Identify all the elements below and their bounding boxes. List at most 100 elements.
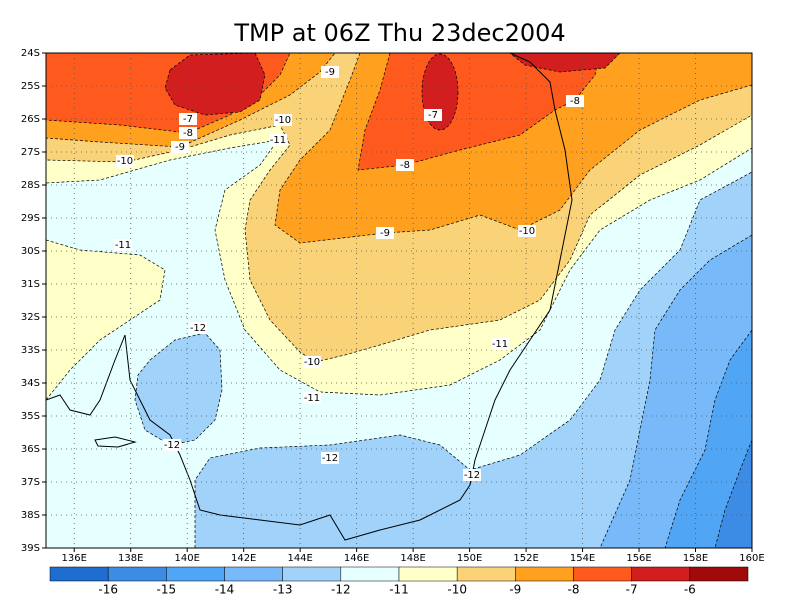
fill-region [714, 439, 752, 548]
contour-label-bg [424, 109, 442, 121]
colorbar-swatch [631, 566, 691, 582]
contour-label: -9 [175, 142, 185, 153]
title: TMP at 06Z Thu 23dec2004 [233, 19, 565, 47]
contour-label-bg [171, 141, 189, 153]
contour-label-bg [321, 452, 339, 464]
y-tick-label: 24S [21, 48, 40, 59]
plot-frame [45, 52, 753, 549]
colorbar-label: -12 [331, 583, 351, 597]
contour-label: -9 [380, 228, 390, 239]
colorbar-swatch [224, 566, 283, 582]
fill-region [164, 53, 266, 116]
colorbar-label: -11 [389, 583, 409, 597]
colorbar-swatch [166, 566, 225, 582]
contour-label: -11 [115, 240, 131, 251]
contour-label: -12 [464, 470, 480, 481]
fill-region [664, 329, 752, 548]
colorbar-label: -14 [215, 583, 235, 597]
contour-label-bg [189, 322, 207, 334]
contour-label: -8 [570, 96, 580, 107]
contour-label-bg [274, 114, 292, 126]
y-tick-label: 31S [21, 279, 40, 290]
y-tick-label: 26S [21, 114, 40, 125]
y-tick-label: 32S [21, 312, 40, 323]
colorbar-label: -13 [273, 583, 293, 597]
colorbar-swatch [515, 566, 574, 582]
fill-region [357, 53, 601, 171]
contour-label-bg [491, 338, 509, 350]
colorbar-swatch [340, 566, 400, 582]
y-tick-label: 39S [21, 543, 40, 554]
colorbar-label: -16 [98, 583, 118, 597]
x-tick-label: 140E [174, 553, 199, 564]
colorbar-label: -10 [447, 583, 467, 597]
colorbar-swatch [456, 566, 516, 582]
contour-label: -11 [270, 135, 286, 146]
contour-label-bg [116, 155, 134, 167]
contour-label-bg [179, 127, 197, 139]
y-tick-label: 36S [21, 444, 40, 455]
contour-label: -8 [183, 128, 193, 139]
y-tick-label: 35S [21, 411, 40, 422]
contour-fills [46, 53, 752, 548]
colorbar-label: -9 [509, 583, 521, 597]
contour-label: -10 [519, 226, 535, 237]
x-tick-label: 156E [626, 553, 651, 564]
y-tick-label: 29S [21, 213, 40, 224]
contour-label: -11 [304, 393, 320, 404]
x-tick-label: 142E [231, 553, 256, 564]
colorbar-label: -7 [626, 583, 638, 597]
contour-label: -7 [183, 114, 193, 125]
colorbar-label: -15 [157, 583, 177, 597]
colorbar-label: -8 [568, 583, 580, 597]
y-tick-label: 33S [21, 345, 40, 356]
contour-label-bg [321, 66, 339, 78]
x-tick-label: 138E [118, 553, 143, 564]
contour-label: -11 [492, 339, 508, 350]
contour-label: -8 [400, 160, 410, 171]
colorbar-swatch [573, 566, 632, 582]
contour-label-bg [518, 225, 536, 237]
y-tick-label: 30S [21, 246, 40, 257]
y-tick-label: 25S [21, 81, 40, 92]
contour-label: -10 [117, 156, 133, 167]
x-tick-label: 146E [344, 553, 369, 564]
y-tick-label: 34S [21, 378, 40, 389]
x-tick-label: 148E [400, 553, 425, 564]
contour-label-bg [269, 134, 287, 146]
colorbar-swatch [398, 566, 458, 582]
contour-label-bg [396, 159, 414, 171]
contour-label-bg [303, 392, 321, 404]
y-tick-label: 28S [21, 180, 40, 191]
contour-label: -12 [190, 323, 206, 334]
coastline [46, 53, 573, 541]
contour-label: -12 [164, 440, 180, 451]
colorbar-swatch [107, 566, 167, 582]
fill-region [134, 332, 223, 446]
x-tick-label: 152E [513, 553, 538, 564]
contour-label-bg [163, 439, 181, 451]
colorbar-label: -6 [684, 583, 696, 597]
contour-label-bg [114, 239, 132, 251]
contour-label: -7 [428, 110, 438, 121]
x-tick-label: 150E [457, 553, 482, 564]
y-tick-label: 37S [21, 477, 40, 488]
y-tick-label: 38S [21, 510, 40, 521]
contour-label-bg [303, 356, 321, 368]
contour-label-bg [566, 95, 584, 107]
x-tick-label: 136E [62, 553, 87, 564]
contour-label: -9 [325, 67, 335, 78]
y-tick-label: 27S [21, 147, 40, 158]
contour-label-bg [376, 227, 394, 239]
colorbar-swatch [49, 566, 109, 582]
contour-label-bg [179, 113, 197, 125]
fill-region [509, 53, 621, 73]
x-tick-label: 160E [739, 553, 764, 564]
x-tick-label: 144E [287, 553, 312, 564]
island [94, 436, 137, 448]
x-tick-label: 158E [683, 553, 708, 564]
colorbar-swatch [282, 566, 342, 582]
